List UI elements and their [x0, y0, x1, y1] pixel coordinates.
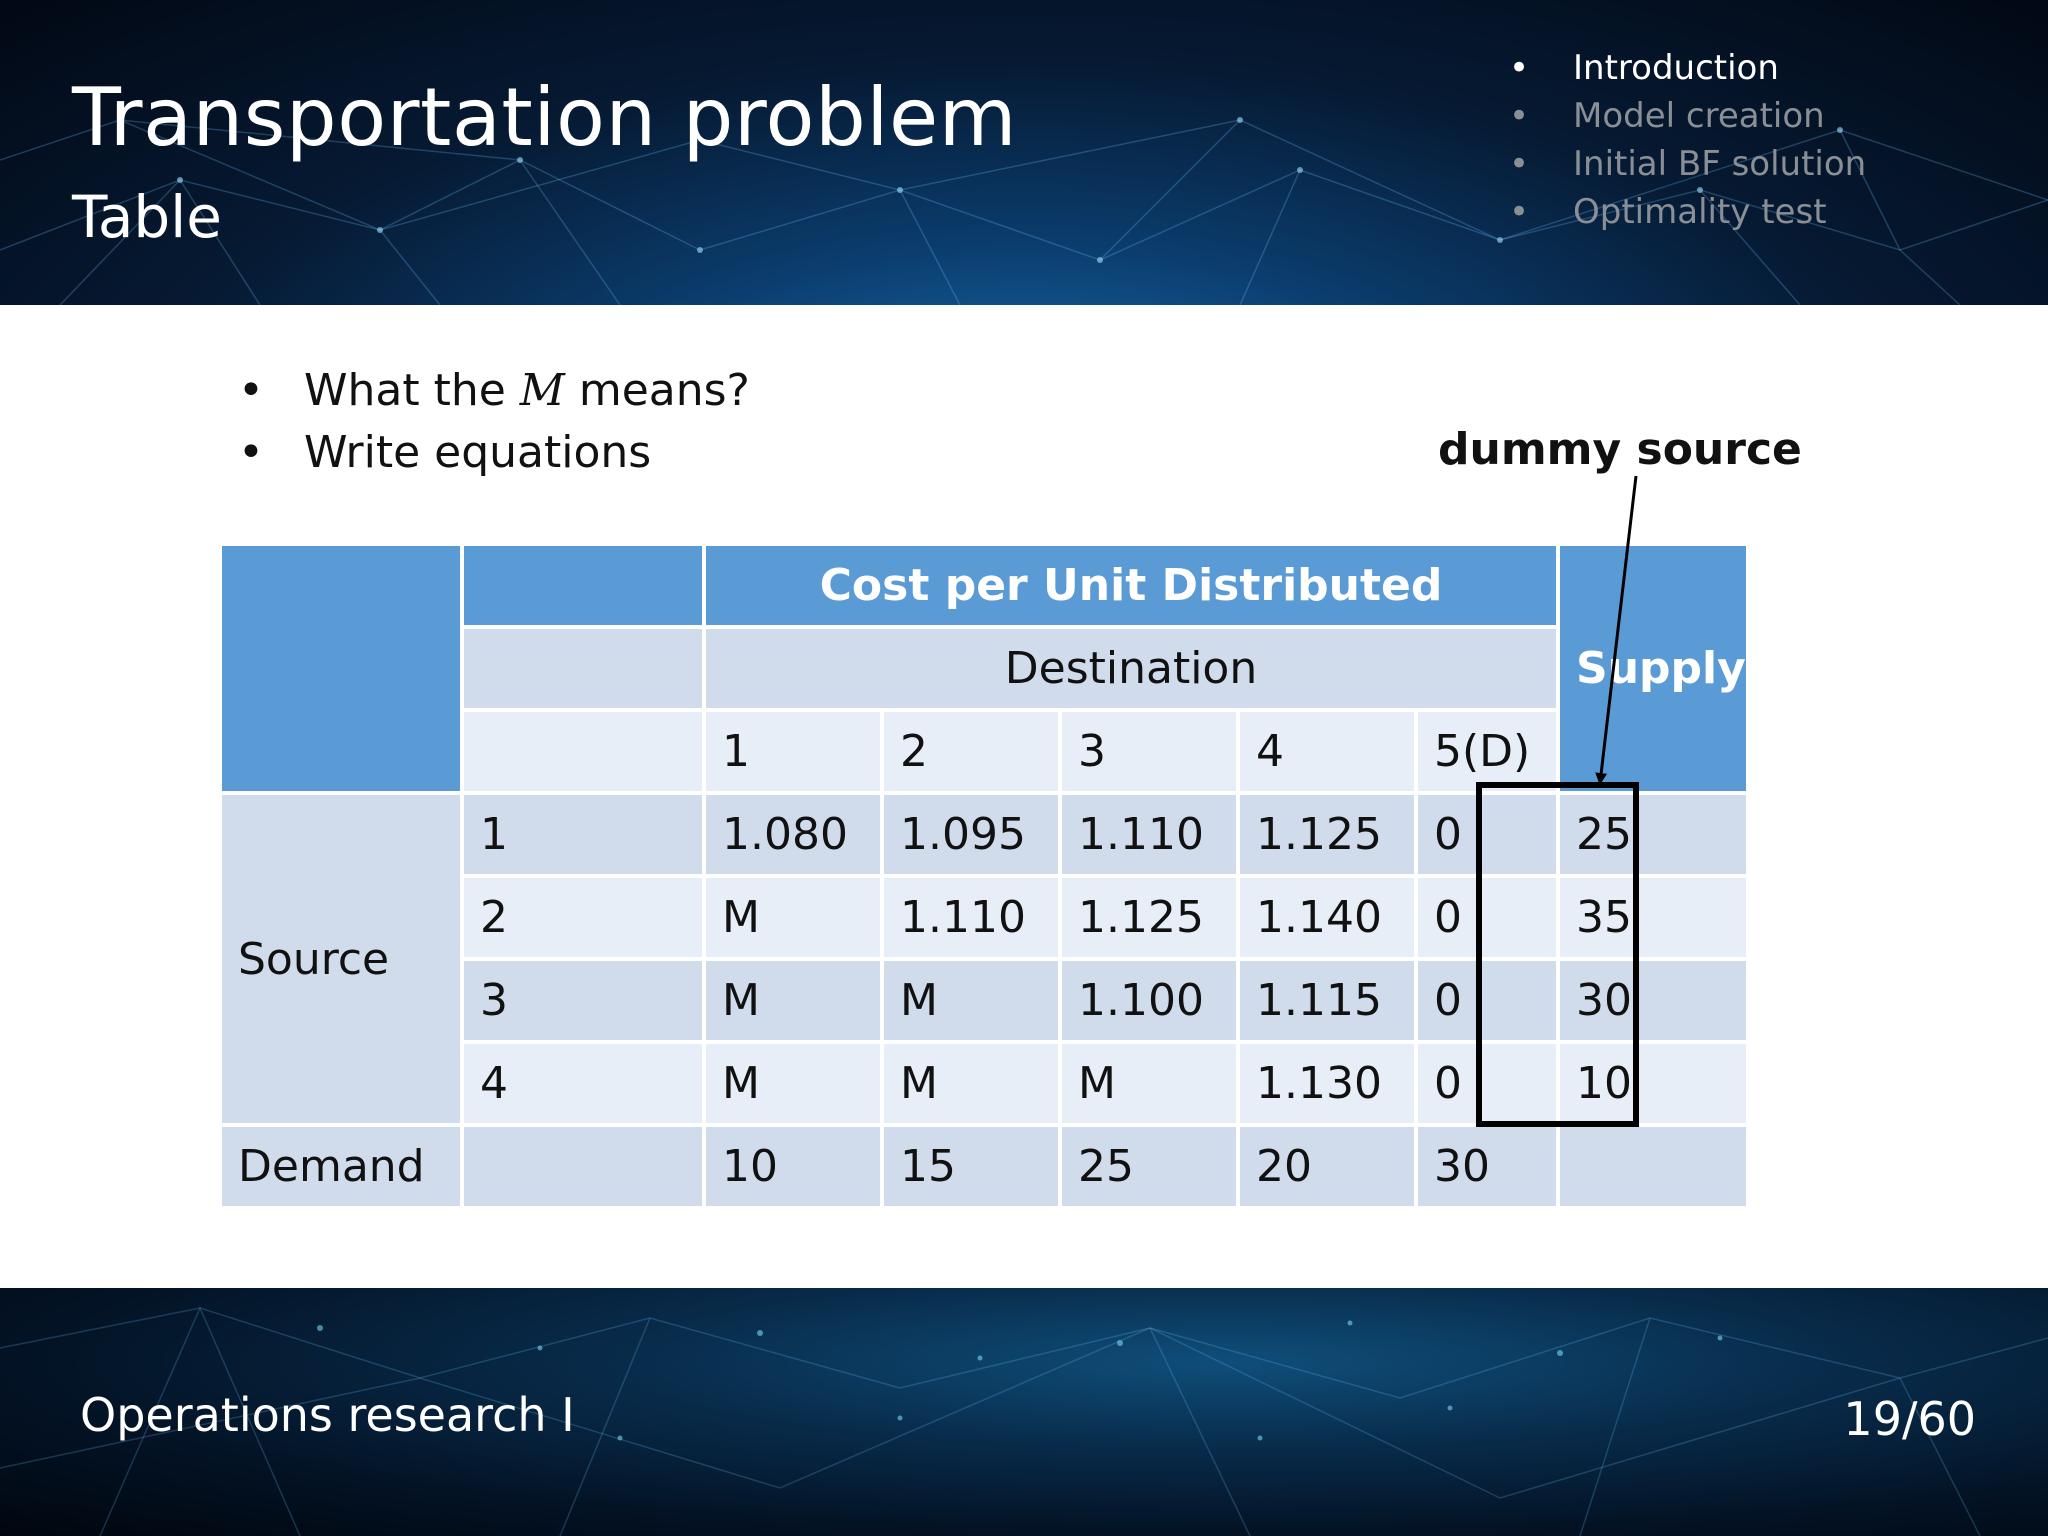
dest-col-header: 3	[1062, 712, 1236, 791]
dummy-source-label: dummy source	[1438, 424, 1802, 475]
cost-cell: M	[706, 1044, 880, 1123]
nav-item-introduction[interactable]: Introduction	[1505, 44, 1866, 92]
city-network-background	[0, 1306, 2048, 1536]
demand-supply-blank-cell	[1560, 1127, 1746, 1206]
demand-cell: 15	[884, 1127, 1058, 1206]
slide-title: Transportation problem	[72, 71, 1018, 164]
cost-cell-dummy: 0	[1418, 1044, 1556, 1123]
bullet-question: What the M means?	[238, 360, 750, 422]
demand-cell: 25	[1062, 1127, 1236, 1206]
slide-footer: Operations research I 19/60	[0, 1288, 2048, 1536]
slide-header: Transportation problem Table Introductio…	[0, 0, 2048, 305]
transportation-table: Cost per Unit Distributed Supply Destina…	[218, 542, 1750, 1210]
cost-cell: 1.110	[884, 878, 1058, 957]
cost-cell: 1.095	[884, 795, 1058, 874]
table-row: 3 M M 1.100 1.115 0 30	[222, 961, 1746, 1040]
dest-col-header: 2	[884, 712, 1058, 791]
supply-cell: 10	[1560, 1044, 1746, 1123]
cost-cell: 1.110	[1062, 795, 1236, 874]
demand-cell: 20	[1240, 1127, 1414, 1206]
supply-header: Supply	[1560, 546, 1746, 791]
cost-cell: 1.080	[706, 795, 880, 874]
dest-col-header: 4	[1240, 712, 1414, 791]
dest-col-header-dummy: 5(D)	[1418, 712, 1556, 791]
corner-cell	[222, 546, 460, 791]
nav-item-initial-bf-solution[interactable]: Initial BF solution	[1505, 140, 1866, 188]
source-index: 3	[464, 961, 702, 1040]
cost-cell: 1.125	[1240, 795, 1414, 874]
source-label: Source	[222, 795, 460, 1123]
source-index: 2	[464, 878, 702, 957]
cost-cell: 1.115	[1240, 961, 1414, 1040]
destination-blank-cell	[464, 629, 702, 708]
supply-cell: 35	[1560, 878, 1746, 957]
demand-blank-cell	[464, 1127, 702, 1206]
bullet-list: What the M means? Write equations	[238, 360, 750, 484]
page-number: 19/60	[1843, 1392, 1976, 1446]
nav-item-model-creation[interactable]: Model creation	[1505, 92, 1866, 140]
course-name: Operations research I	[80, 1388, 575, 1442]
source-index: 1	[464, 795, 702, 874]
cost-cell: M	[884, 1044, 1058, 1123]
bullet-write-equations: Write equations	[238, 422, 750, 484]
cost-cell: 1.140	[1240, 878, 1414, 957]
section-nav: Introduction Model creation Initial BF s…	[1505, 44, 1866, 236]
nav-item-optimality-test[interactable]: Optimality test	[1505, 188, 1866, 236]
slide-subtitle: Table	[72, 183, 222, 251]
supply-cell: 30	[1560, 961, 1746, 1040]
cost-cell: M	[706, 878, 880, 957]
cost-cell: M	[884, 961, 1058, 1040]
cost-cell: M	[706, 961, 880, 1040]
table-row-demand: Demand 10 15 25 20 30	[222, 1127, 1746, 1206]
source-index: 4	[464, 1044, 702, 1123]
demand-cell: 30	[1418, 1127, 1556, 1206]
cost-cell-dummy: 0	[1418, 795, 1556, 874]
dest-index-blank-cell	[464, 712, 702, 791]
header-blank-cell	[464, 546, 702, 625]
demand-cell: 10	[706, 1127, 880, 1206]
cost-cell: 1.130	[1240, 1044, 1414, 1123]
cost-cell-dummy: 0	[1418, 961, 1556, 1040]
cost-cell: 1.125	[1062, 878, 1236, 957]
cost-cell: 1.100	[1062, 961, 1236, 1040]
table-row: Source 1 1.080 1.095 1.110 1.125 0 25	[222, 795, 1746, 1123]
cost-per-unit-header: Cost per Unit Distributed	[706, 546, 1556, 625]
cost-cell-dummy: 0	[1418, 878, 1556, 957]
supply-cell: 25	[1560, 795, 1746, 874]
math-variable-m: M	[519, 365, 565, 416]
destination-header: Destination	[706, 629, 1556, 708]
cost-cell: M	[1062, 1044, 1236, 1123]
demand-label: Demand	[222, 1127, 460, 1206]
dest-col-header: 1	[706, 712, 880, 791]
